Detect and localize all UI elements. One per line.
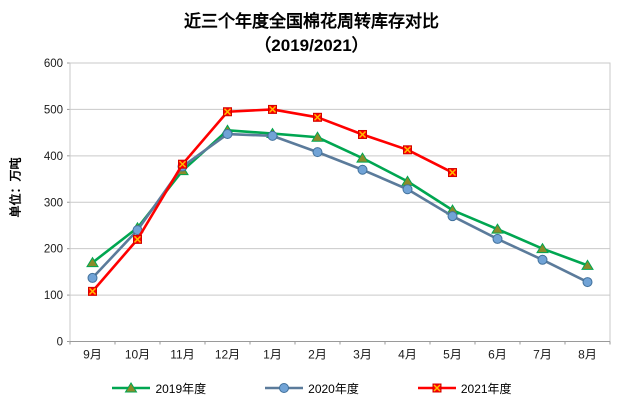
chart-title: 近三个年度全国棉花周转库存对比 (184, 12, 439, 31)
data-point-marker-circle (87, 272, 98, 283)
marker-x-glyph (404, 146, 411, 154)
y-tick-label: 0 (57, 337, 63, 349)
marker-x-glyph (359, 130, 366, 138)
x-tick-label: 7月 (533, 348, 552, 362)
marker-x-glyph (314, 113, 321, 121)
x-tick-label: 10月 (125, 348, 150, 362)
legend-label: 2020年度 (308, 381, 359, 396)
legend-label: 2019年度 (155, 381, 207, 396)
legend-marker-icon (417, 383, 456, 393)
marker-x-glyph (179, 160, 186, 168)
data-point-marker-circle (279, 383, 290, 393)
data-point-marker-circle (582, 277, 593, 288)
data-point-marker-circle (267, 130, 278, 141)
data-point-marker-circle (537, 254, 548, 265)
data-point-marker-circle (357, 164, 368, 175)
data-point-marker-circle (222, 129, 233, 140)
marker-x-glyph (449, 169, 456, 177)
legend-item-2020年度: 2020年度 (264, 380, 359, 397)
x-tick-label: 12月 (215, 348, 240, 362)
series-line-2019年度 (91, 129, 589, 267)
data-point-marker-triangle (536, 242, 549, 254)
data-point-marker-triangle (356, 152, 369, 163)
legend-label: 2021年度 (460, 381, 512, 396)
x-tick-label: 3月 (353, 348, 372, 362)
y-tick-label: 300 (44, 197, 63, 209)
data-point-marker-triangle (311, 131, 324, 142)
data-point-marker-circle (492, 233, 503, 244)
data-point-marker-circle (447, 211, 458, 222)
x-tick-label: 2月 (308, 348, 327, 362)
data-point-marker-triangle (581, 259, 594, 270)
chart-title-block: 近三个年度全国棉花周转库存对比 （2019/2021） (0, 10, 623, 58)
legend-marker-icon (112, 382, 151, 393)
marker-x-glyph (89, 287, 96, 295)
x-tick-label: 8月 (578, 348, 597, 362)
marker-x-glyph (224, 108, 231, 116)
data-point-marker-triangle (125, 382, 138, 393)
legend-item-2021年度: 2021年度 (417, 380, 512, 397)
x-tick-label: 6月 (488, 348, 507, 362)
legend-item-2019年度: 2019年度 (111, 380, 206, 397)
y-tick-label: 400 (44, 151, 63, 163)
chart-subtitle: （2019/2021） (254, 36, 369, 55)
y-tick-label: 500 (44, 104, 63, 116)
marker-x-glyph (433, 384, 441, 392)
y-tick-label: 600 (44, 58, 63, 70)
data-point-marker-triangle (401, 175, 414, 186)
y-tick-label: 200 (44, 244, 63, 256)
marker-x-glyph (134, 235, 141, 243)
x-tick-label: 9月 (83, 348, 102, 362)
x-tick-label: 4月 (398, 348, 417, 362)
data-point-marker-triangle (86, 256, 99, 268)
data-point-marker-triangle (491, 223, 504, 234)
legend-marker-icon (265, 383, 304, 393)
x-tick-label: 1月 (263, 348, 282, 362)
marker-x-glyph (269, 105, 276, 113)
y-tick-label: 100 (44, 290, 63, 302)
data-point-marker-circle (312, 147, 323, 158)
legend: 2019年度 2020年度 2021年度 (0, 376, 623, 400)
x-tick-label: 11月 (170, 348, 194, 362)
x-tick-label: 5月 (443, 348, 462, 362)
data-point-marker-circle (402, 184, 413, 195)
